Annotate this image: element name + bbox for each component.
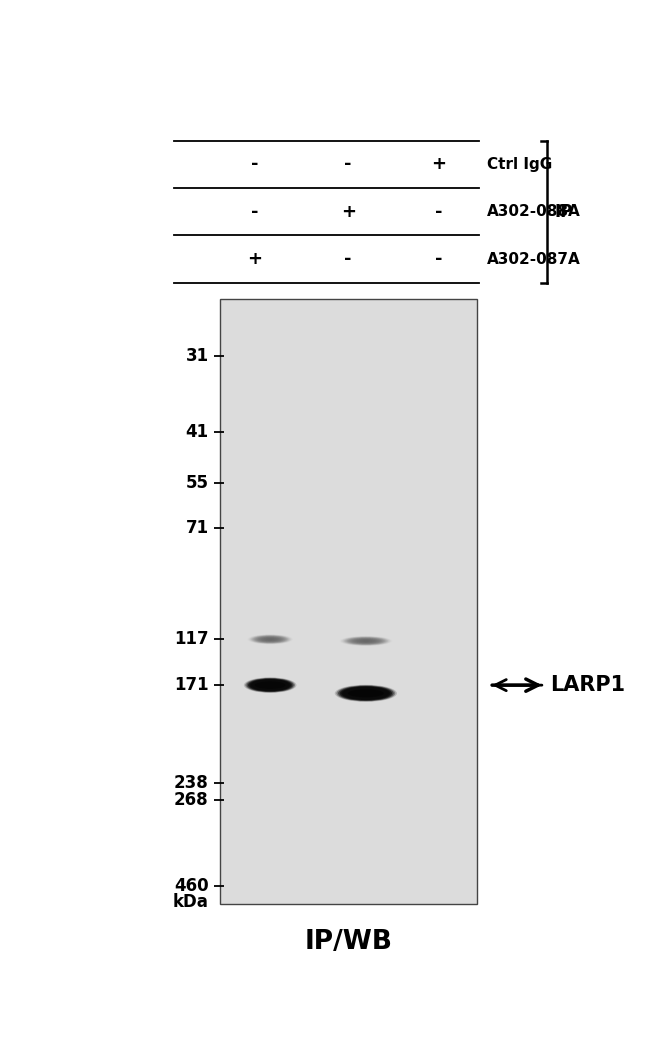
Ellipse shape [264, 638, 276, 640]
Text: -: - [435, 250, 443, 268]
Ellipse shape [255, 682, 285, 689]
Text: 31: 31 [185, 347, 209, 365]
Ellipse shape [348, 637, 384, 645]
Text: LARP1: LARP1 [550, 675, 625, 696]
Ellipse shape [344, 687, 387, 699]
Ellipse shape [343, 636, 389, 646]
Ellipse shape [265, 684, 276, 687]
Text: 460: 460 [174, 877, 209, 895]
Ellipse shape [266, 638, 274, 640]
Text: kDa: kDa [173, 893, 209, 911]
Ellipse shape [259, 637, 281, 641]
Text: +: + [248, 250, 263, 268]
Ellipse shape [348, 689, 384, 698]
Ellipse shape [250, 679, 291, 691]
Text: -: - [344, 155, 352, 173]
Ellipse shape [254, 681, 287, 690]
Text: IP/WB: IP/WB [304, 929, 392, 955]
Ellipse shape [359, 691, 372, 696]
Ellipse shape [361, 640, 370, 641]
Ellipse shape [259, 682, 281, 688]
Ellipse shape [350, 638, 381, 644]
Ellipse shape [256, 636, 285, 643]
Ellipse shape [252, 680, 288, 690]
Ellipse shape [267, 684, 273, 686]
Ellipse shape [262, 683, 278, 687]
Ellipse shape [352, 638, 380, 644]
Ellipse shape [265, 638, 275, 640]
Text: 171: 171 [174, 676, 209, 695]
Ellipse shape [363, 692, 369, 695]
Ellipse shape [341, 686, 391, 700]
Ellipse shape [257, 636, 283, 643]
Text: 117: 117 [174, 630, 209, 648]
Ellipse shape [254, 636, 287, 644]
Ellipse shape [356, 639, 376, 643]
Ellipse shape [266, 684, 274, 686]
Ellipse shape [335, 685, 397, 702]
Ellipse shape [355, 639, 377, 644]
Ellipse shape [346, 637, 385, 645]
Ellipse shape [248, 679, 292, 691]
Ellipse shape [251, 680, 289, 691]
Text: -: - [252, 203, 259, 221]
Ellipse shape [257, 682, 283, 689]
Ellipse shape [354, 690, 378, 697]
Ellipse shape [343, 687, 389, 700]
Text: Ctrl IgG: Ctrl IgG [487, 157, 552, 172]
Text: IP: IP [555, 203, 573, 221]
Bar [220, 299, 476, 905]
Ellipse shape [248, 635, 292, 645]
Ellipse shape [262, 637, 279, 641]
Text: A302-087A: A302-087A [487, 252, 580, 267]
Ellipse shape [361, 692, 370, 695]
Ellipse shape [351, 689, 381, 698]
Ellipse shape [341, 636, 391, 646]
Ellipse shape [246, 679, 294, 692]
Ellipse shape [360, 640, 371, 643]
Text: 71: 71 [185, 519, 209, 537]
Ellipse shape [258, 637, 282, 643]
Ellipse shape [340, 686, 392, 701]
Text: 238: 238 [174, 774, 209, 792]
Ellipse shape [256, 681, 284, 689]
Text: 268: 268 [174, 790, 209, 808]
Ellipse shape [359, 639, 373, 643]
Ellipse shape [263, 683, 277, 687]
Text: 55: 55 [186, 474, 209, 492]
Text: -: - [344, 250, 352, 268]
Ellipse shape [345, 637, 387, 645]
Text: -: - [435, 203, 443, 221]
Ellipse shape [363, 640, 369, 641]
Ellipse shape [338, 686, 394, 701]
Ellipse shape [244, 678, 296, 692]
Ellipse shape [349, 638, 382, 645]
Ellipse shape [353, 689, 379, 697]
Text: 41: 41 [185, 423, 209, 441]
Text: A302-088A: A302-088A [487, 204, 580, 219]
Ellipse shape [255, 636, 286, 643]
Ellipse shape [252, 635, 288, 644]
Ellipse shape [356, 690, 376, 696]
Ellipse shape [348, 688, 384, 698]
Ellipse shape [255, 681, 285, 689]
Ellipse shape [344, 637, 388, 646]
Text: +: + [432, 155, 447, 173]
Ellipse shape [358, 639, 374, 643]
Ellipse shape [337, 685, 395, 701]
Text: +: + [341, 203, 356, 221]
Ellipse shape [250, 635, 291, 644]
Ellipse shape [354, 638, 378, 644]
Ellipse shape [245, 678, 295, 692]
Ellipse shape [251, 635, 289, 644]
Ellipse shape [263, 638, 278, 641]
Ellipse shape [261, 637, 280, 641]
Text: -: - [252, 155, 259, 173]
Ellipse shape [268, 639, 272, 640]
Ellipse shape [346, 688, 385, 699]
Ellipse shape [358, 691, 374, 696]
Ellipse shape [261, 682, 280, 688]
Ellipse shape [350, 689, 382, 698]
